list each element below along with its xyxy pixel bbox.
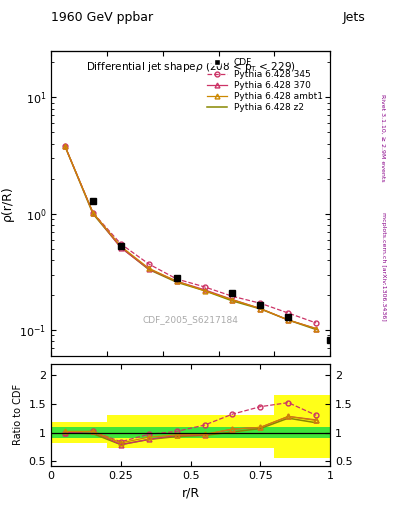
Pythia 6.428 z2 <box>146 266 151 272</box>
Pythia 6.428 z2 <box>230 298 235 304</box>
Pythia 6.428 345 <box>63 143 68 150</box>
Pythia 6.428 z2 <box>286 317 291 323</box>
Text: 1960 GeV ppbar: 1960 GeV ppbar <box>51 11 153 25</box>
Pythia 6.428 345 <box>119 241 123 247</box>
Pythia 6.428 z2 <box>119 244 123 250</box>
Pythia 6.428 370 <box>119 245 123 251</box>
Pythia 6.428 ambt1 <box>146 265 151 271</box>
Text: mcplots.cern.ch [arXiv:1306.3436]: mcplots.cern.ch [arXiv:1306.3436] <box>381 212 386 321</box>
Pythia 6.428 345 <box>91 210 95 216</box>
Pythia 6.428 370 <box>174 278 179 284</box>
Legend: CDF, Pythia 6.428 345, Pythia 6.428 370, Pythia 6.428 ambt1, Pythia 6.428 z2: CDF, Pythia 6.428 345, Pythia 6.428 370,… <box>204 56 326 115</box>
Line: CDF: CDF <box>90 198 333 343</box>
Pythia 6.428 345 <box>286 310 291 316</box>
Pythia 6.428 z2 <box>91 210 95 217</box>
Pythia 6.428 ambt1 <box>286 317 291 323</box>
Pythia 6.428 ambt1 <box>202 288 207 294</box>
CDF <box>230 289 235 295</box>
Pythia 6.428 z2 <box>258 306 263 312</box>
Pythia 6.428 345 <box>202 284 207 290</box>
Text: Rivet 3.1.10, ≥ 2.9M events: Rivet 3.1.10, ≥ 2.9M events <box>381 94 386 182</box>
Pythia 6.428 ambt1 <box>314 326 318 332</box>
Pythia 6.428 ambt1 <box>258 306 263 312</box>
Pythia 6.428 ambt1 <box>174 278 179 284</box>
X-axis label: r/R: r/R <box>182 486 200 499</box>
Text: Jets: Jets <box>343 11 365 25</box>
Pythia 6.428 345 <box>230 293 235 300</box>
CDF <box>119 243 123 249</box>
Text: Differential jet shape$\rho$ (208 < $\mathregular{p_T}$ < 229): Differential jet shape$\rho$ (208 < $\ma… <box>86 60 296 74</box>
Pythia 6.428 370 <box>63 143 68 150</box>
Line: Pythia 6.428 345: Pythia 6.428 345 <box>62 144 319 326</box>
Y-axis label: ρ(r/R): ρ(r/R) <box>1 186 14 221</box>
Y-axis label: Ratio to CDF: Ratio to CDF <box>13 384 23 445</box>
Pythia 6.428 ambt1 <box>119 243 123 249</box>
CDF <box>328 337 332 343</box>
Text: CDF_2005_S6217184: CDF_2005_S6217184 <box>143 315 239 324</box>
Pythia 6.428 370 <box>146 266 151 272</box>
CDF <box>258 302 263 308</box>
Pythia 6.428 345 <box>258 300 263 306</box>
Pythia 6.428 345 <box>174 276 179 282</box>
Pythia 6.428 370 <box>91 210 95 216</box>
Pythia 6.428 370 <box>314 326 318 332</box>
Pythia 6.428 370 <box>258 306 263 312</box>
Pythia 6.428 z2 <box>314 327 318 333</box>
Line: Pythia 6.428 z2: Pythia 6.428 z2 <box>65 146 316 330</box>
Pythia 6.428 ambt1 <box>230 297 235 303</box>
Pythia 6.428 345 <box>146 261 151 267</box>
CDF <box>174 275 179 281</box>
Line: Pythia 6.428 ambt1: Pythia 6.428 ambt1 <box>62 144 319 331</box>
Pythia 6.428 370 <box>230 296 235 303</box>
CDF <box>91 198 95 204</box>
Pythia 6.428 z2 <box>202 288 207 294</box>
Pythia 6.428 370 <box>202 287 207 293</box>
Line: Pythia 6.428 370: Pythia 6.428 370 <box>62 144 319 331</box>
Pythia 6.428 z2 <box>63 143 68 150</box>
Pythia 6.428 z2 <box>174 279 179 285</box>
Pythia 6.428 345 <box>314 320 318 326</box>
Pythia 6.428 ambt1 <box>63 143 68 150</box>
CDF <box>286 314 291 320</box>
Pythia 6.428 370 <box>286 317 291 323</box>
Pythia 6.428 ambt1 <box>91 210 95 216</box>
